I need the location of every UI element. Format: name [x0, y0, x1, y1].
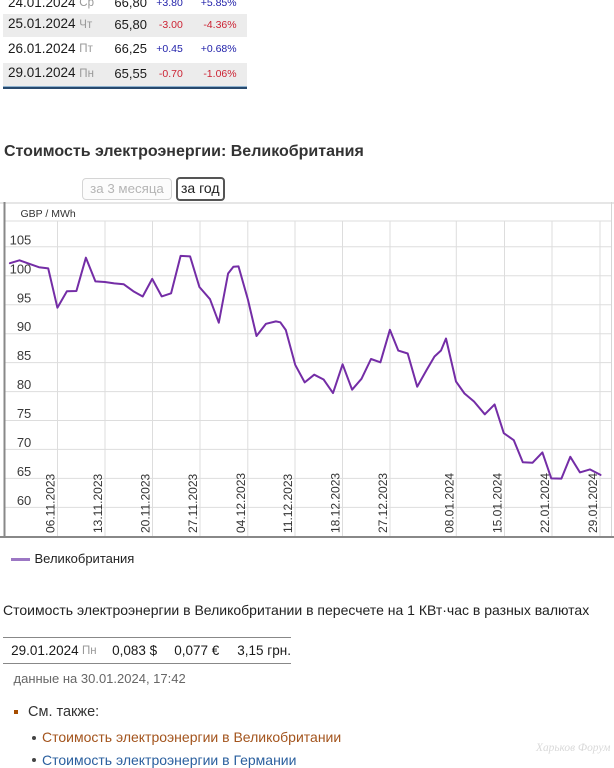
svg-text:60: 60: [17, 493, 31, 508]
svg-text:06.11.2023: 06.11.2023: [44, 474, 58, 533]
svg-text:13.11.2023: 13.11.2023: [91, 474, 105, 533]
svg-text:04.12.2023: 04.12.2023: [234, 473, 248, 533]
svg-text:27.12.2023: 27.12.2023: [376, 473, 390, 533]
svg-text:22.01.2024: 22.01.2024: [538, 473, 552, 533]
svg-text:90: 90: [17, 319, 31, 334]
svg-text:95: 95: [17, 290, 31, 305]
svg-text:75: 75: [17, 406, 31, 421]
svg-text:100: 100: [10, 261, 32, 276]
svg-text:GBP / MWh: GBP / MWh: [21, 208, 76, 220]
svg-text:11.12.2023: 11.12.2023: [281, 474, 295, 533]
svg-text:15.01.2024: 15.01.2024: [491, 473, 505, 533]
svg-text:08.01.2024: 08.01.2024: [442, 473, 456, 533]
svg-text:18.12.2023: 18.12.2023: [329, 473, 343, 533]
svg-text:80: 80: [17, 377, 31, 392]
svg-text:29.01.2024: 29.01.2024: [586, 473, 600, 533]
svg-text:70: 70: [17, 435, 31, 450]
svg-text:65: 65: [17, 464, 31, 479]
svg-text:105: 105: [10, 232, 32, 247]
svg-text:27.11.2023: 27.11.2023: [186, 474, 200, 533]
svg-text:85: 85: [17, 348, 31, 363]
svg-text:20.11.2023: 20.11.2023: [139, 474, 153, 533]
